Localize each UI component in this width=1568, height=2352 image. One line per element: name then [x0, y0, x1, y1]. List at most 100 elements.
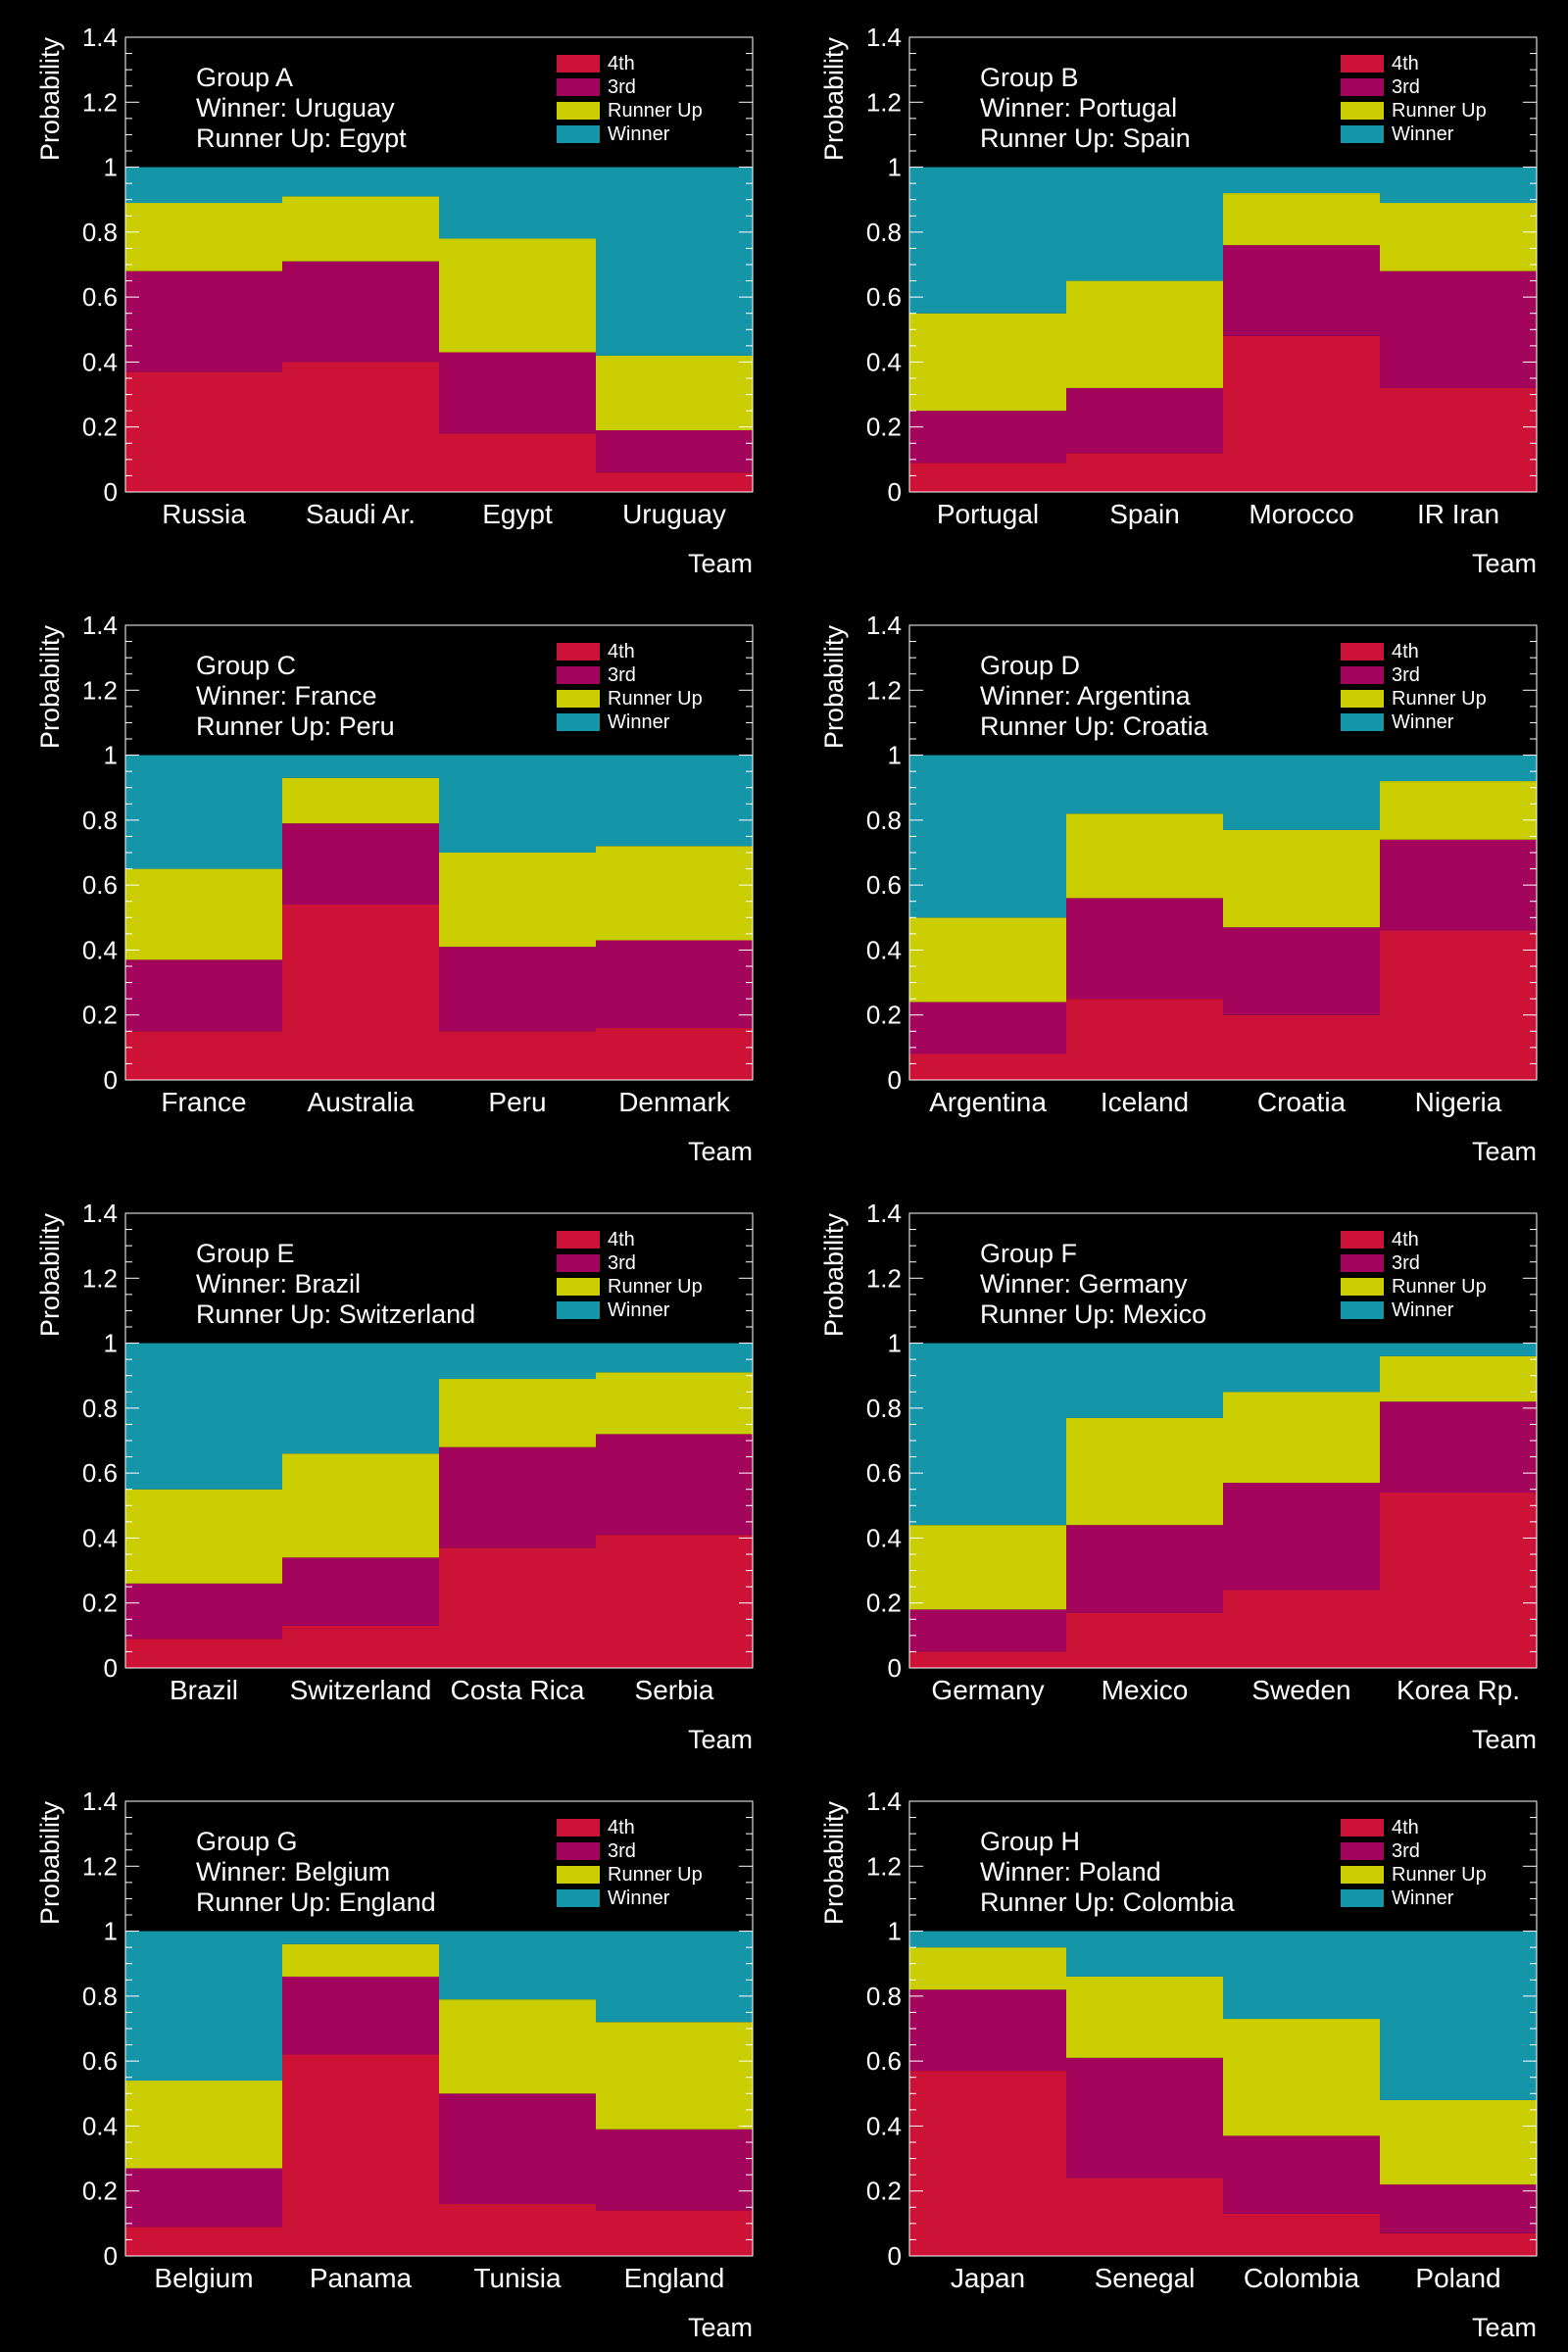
- legend-swatch: [557, 666, 600, 684]
- legend-swatch: [1341, 1866, 1384, 1884]
- legend-swatch: [1341, 1842, 1384, 1860]
- bar-segment: [1066, 2057, 1223, 2179]
- legend-label: Runner Up: [1392, 688, 1487, 710]
- bar-segment: [125, 1583, 282, 1640]
- group-title: Group C: [196, 651, 296, 680]
- y-tick-label: 1.4: [866, 611, 902, 640]
- legend-label: 3rd: [1392, 1252, 1420, 1274]
- y-tick-label: 0.2: [82, 1001, 118, 1030]
- x-tick-label: England: [624, 2263, 725, 2293]
- bar-segment: [282, 1557, 439, 1626]
- group-title: Group B: [980, 63, 1079, 92]
- bar-segment: [596, 1434, 753, 1536]
- bar-segment: [1380, 167, 1537, 204]
- legend-label: Runner Up: [608, 1864, 703, 1886]
- y-tick-label: 0.6: [866, 2046, 902, 2076]
- winner-label: Winner: France: [196, 681, 377, 710]
- bar-segment: [909, 463, 1066, 492]
- bar-segment: [125, 2081, 282, 2169]
- x-tick-label: Germany: [931, 1675, 1044, 1705]
- bar-segment: [1380, 1401, 1537, 1494]
- bar-segment: [439, 853, 596, 948]
- legend-swatch: [557, 690, 600, 708]
- bar-segment: [439, 1379, 596, 1447]
- winner-label: Winner: Poland: [980, 1857, 1161, 1886]
- bar-segment: [1380, 1493, 1537, 1668]
- bar-segment: [1223, 245, 1380, 336]
- y-tick-label: 0.8: [82, 1982, 118, 2011]
- legend-label: Runner Up: [1392, 100, 1487, 122]
- bar-segment: [1066, 280, 1223, 388]
- group-chart-panel: 0 0.2 0.4 0.6 0.8 1 1.2 1.4 Argentina Iceland Croa…: [819, 611, 1538, 1166]
- bar-segment: [596, 1027, 753, 1080]
- y-tick-label: 0.8: [866, 218, 902, 247]
- bar-segment: [282, 196, 439, 262]
- bar-segment: [1066, 1343, 1223, 1418]
- bar-segment: [1223, 1014, 1380, 1080]
- bar-segment: [909, 411, 1066, 464]
- bar-segment: [596, 940, 753, 1028]
- legend-swatch: [1341, 1301, 1384, 1319]
- bar-segment: [596, 1343, 753, 1373]
- legend-label: 4th: [1392, 53, 1419, 74]
- bar-segment: [1066, 755, 1223, 814]
- runner-up-label: Runner Up: Croatia: [980, 711, 1209, 741]
- bar-segment: [909, 1651, 1066, 1668]
- x-tick-label: Tunisia: [473, 2263, 562, 2293]
- bar-segment: [1223, 2019, 1380, 2136]
- y-tick-label: 0.6: [82, 1458, 118, 1488]
- y-tick-label: 0.8: [866, 1394, 902, 1423]
- legend-swatch: [1341, 78, 1384, 96]
- x-tick-label: Nigeria: [1415, 1087, 1502, 1117]
- y-axis-label: Probability: [819, 37, 849, 162]
- group-title: Group F: [980, 1239, 1077, 1268]
- x-tick-label: IR Iran: [1417, 499, 1499, 529]
- bar-segment: [909, 1609, 1066, 1652]
- x-axis-label: Team: [1472, 549, 1537, 578]
- legend-label: Runner Up: [1392, 1276, 1487, 1298]
- legend-label: Winner: [608, 123, 670, 145]
- legend-label: Runner Up: [608, 100, 703, 122]
- legend-swatch: [1341, 1889, 1384, 1907]
- bar-segment: [125, 868, 282, 960]
- x-tick-label: Panama: [310, 2263, 413, 2293]
- legend-swatch: [557, 1889, 600, 1907]
- y-tick-label: 1.4: [82, 1787, 118, 1816]
- x-tick-label: Croatia: [1257, 1087, 1347, 1117]
- bar-segment: [1223, 2213, 1380, 2256]
- bar-segment: [1223, 1392, 1380, 1484]
- bar-segment: [439, 2203, 596, 2256]
- bar-segment: [909, 1002, 1066, 1054]
- y-tick-label: 0.4: [866, 2111, 902, 2140]
- legend-label: 4th: [608, 53, 635, 74]
- legend-label: 4th: [608, 641, 635, 662]
- bar-segment: [909, 2071, 1066, 2256]
- bar-segment: [282, 362, 439, 492]
- y-tick-label: 1: [104, 1329, 118, 1358]
- y-tick-label: 0: [104, 1065, 118, 1095]
- legend-swatch: [1341, 666, 1384, 684]
- legend-label: 4th: [608, 1817, 635, 1838]
- legend-swatch: [1341, 125, 1384, 143]
- bar-segment: [1380, 781, 1537, 840]
- group-title: Group A: [196, 63, 293, 92]
- bar-segment: [596, 355, 753, 431]
- group-chart-panel: 0 0.2 0.4 0.6 0.8 1 1.2 1.4 Russia Saudi Ar. Egypt…: [35, 23, 754, 578]
- winner-label: Winner: Portugal: [980, 93, 1177, 122]
- bar-segment: [1066, 1976, 1223, 2058]
- legend-swatch: [557, 1819, 600, 1837]
- x-tick-label: Poland: [1415, 2263, 1500, 2293]
- bar-segment: [909, 755, 1066, 918]
- bar-segment: [125, 1031, 282, 1080]
- runner-up-label: Runner Up: Colombia: [980, 1887, 1236, 1917]
- bar-segment: [1380, 2099, 1537, 2185]
- runner-up-label: Runner Up: Switzerland: [196, 1299, 475, 1329]
- y-tick-label: 1: [888, 1329, 902, 1358]
- y-axis-label: Probability: [35, 625, 65, 750]
- bar-segment: [439, 352, 596, 434]
- bar-segment: [596, 2022, 753, 2130]
- bar-segment: [596, 2129, 753, 2211]
- legend-swatch: [557, 643, 600, 661]
- bar-segment: [125, 959, 282, 1032]
